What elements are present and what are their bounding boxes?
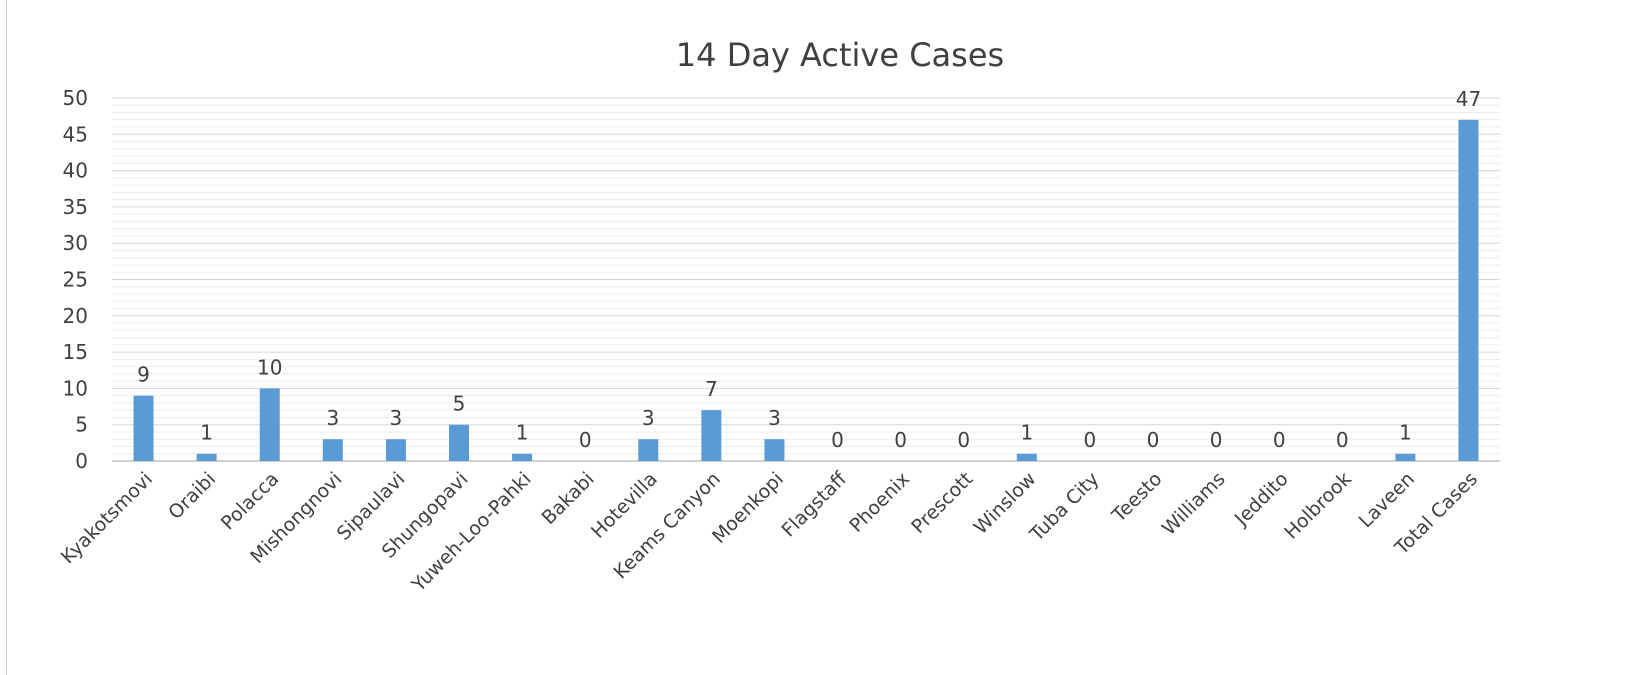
- y-tick-label: 50: [63, 86, 88, 110]
- bar: [196, 453, 217, 461]
- x-category-label: Prescott: [907, 468, 977, 538]
- x-category-label: Tuba City: [1025, 468, 1103, 546]
- data-label: 3: [326, 406, 339, 430]
- data-label: 0: [957, 428, 970, 452]
- bar: [449, 424, 469, 461]
- x-axis-category-labels: Kyakotsmovi OraibiPolaccaMishongnoviSipau…: [57, 467, 1482, 596]
- minor-gridlines: [112, 104, 1500, 455]
- data-label: 1: [200, 421, 213, 445]
- x-category-label: Laveen: [1355, 468, 1419, 532]
- data-label: 7: [705, 377, 718, 401]
- bar: [133, 395, 154, 461]
- y-tick-label: 40: [63, 159, 88, 183]
- bar: [385, 439, 406, 461]
- data-label: 0: [894, 428, 907, 452]
- y-tick-label: 30: [63, 231, 88, 255]
- y-tick-label: 0: [75, 449, 88, 473]
- x-category-label: Keams Canyon: [610, 468, 725, 583]
- x-category-label: Teesto: [1107, 468, 1166, 527]
- y-axis-tick-labels: 0 5 10 15 20 25 30 35 40 45 50: [63, 86, 88, 473]
- data-label: 5: [453, 392, 466, 416]
- y-tick-label: 15: [63, 340, 88, 364]
- x-category-label: Jeddito: [1230, 468, 1293, 531]
- data-label: 0: [1336, 428, 1349, 452]
- y-tick-label: 10: [63, 376, 88, 400]
- bar: [512, 453, 533, 461]
- data-label: 1: [516, 421, 529, 445]
- bar: [701, 410, 722, 461]
- data-label: 1: [1399, 421, 1412, 445]
- chart-title: 14 Day Active Cases: [676, 36, 1004, 74]
- data-label: 3: [768, 406, 781, 430]
- data-label: 1: [1020, 421, 1033, 445]
- x-category-label: Williams: [1158, 468, 1230, 540]
- y-tick-label: 25: [63, 268, 88, 292]
- data-label: 3: [390, 406, 403, 430]
- x-category-label: Bakabi: [538, 468, 599, 529]
- data-label: 0: [1084, 428, 1097, 452]
- x-category-label: Oraibi: [164, 468, 220, 524]
- data-label: 10: [257, 355, 282, 379]
- bar: [259, 388, 280, 461]
- bar: [638, 439, 659, 461]
- x-category-label: Holbrook: [1280, 468, 1356, 544]
- data-label: 47: [1456, 87, 1481, 111]
- y-tick-label: 45: [63, 122, 88, 146]
- bar: [1458, 119, 1479, 461]
- data-label: 0: [1147, 428, 1160, 452]
- data-label: 0: [831, 428, 844, 452]
- data-label: 0: [1210, 428, 1223, 452]
- data-label: 0: [579, 428, 592, 452]
- bar: [1016, 453, 1037, 461]
- major-gridlines: [112, 97, 1500, 462]
- bar: [322, 439, 343, 461]
- x-category-label: Phoenix: [845, 468, 914, 537]
- bar: [1395, 453, 1416, 461]
- y-tick-label: 20: [63, 304, 88, 328]
- frame-left-border: [6, 0, 7, 675]
- y-tick-label: 35: [63, 195, 88, 219]
- data-label: 0: [1273, 428, 1286, 452]
- x-category-label: Yuweh-Loo-Pahki: [407, 468, 536, 597]
- data-label: 9: [137, 363, 150, 387]
- bar: [764, 439, 785, 461]
- bars: [133, 119, 1479, 461]
- y-tick-label: 5: [75, 413, 88, 437]
- x-category-label: Flagstaff: [778, 467, 852, 541]
- x-category-label: Kyakotsmovi: [57, 468, 157, 568]
- data-label: 3: [642, 406, 655, 430]
